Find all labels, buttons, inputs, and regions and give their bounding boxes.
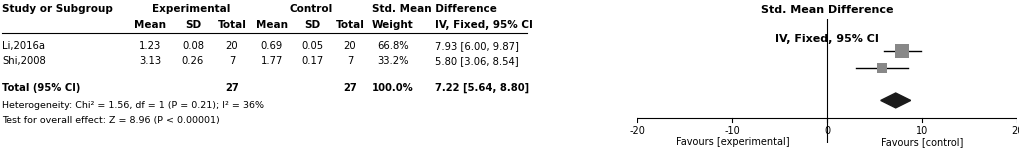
Text: SD: SD bbox=[304, 20, 320, 30]
Text: 7: 7 bbox=[346, 56, 353, 66]
Text: Heterogeneity: Chi² = 1.56, df = 1 (P = 0.21); I² = 36%: Heterogeneity: Chi² = 1.56, df = 1 (P = … bbox=[2, 100, 264, 109]
Text: 7.93 [6.00, 9.87]: 7.93 [6.00, 9.87] bbox=[434, 41, 519, 51]
Text: Study or Subgroup: Study or Subgroup bbox=[2, 4, 113, 14]
Text: Std. Mean Difference: Std. Mean Difference bbox=[760, 5, 893, 15]
Text: Test for overall effect: Z = 8.96 (P < 0.00001): Test for overall effect: Z = 8.96 (P < 0… bbox=[2, 115, 219, 124]
Text: 0: 0 bbox=[823, 126, 829, 137]
Text: Mean: Mean bbox=[256, 20, 287, 30]
Text: 0.17: 0.17 bbox=[301, 56, 323, 66]
Text: Total: Total bbox=[217, 20, 247, 30]
Text: 0.05: 0.05 bbox=[301, 41, 323, 51]
Text: Total: Total bbox=[335, 20, 364, 30]
Point bbox=[894, 50, 910, 52]
Text: Std. Mean Difference: Std. Mean Difference bbox=[372, 4, 496, 14]
Text: 66.8%: 66.8% bbox=[377, 41, 409, 51]
Text: 1.77: 1.77 bbox=[261, 56, 283, 66]
Text: 0.69: 0.69 bbox=[261, 41, 283, 51]
Text: 7: 7 bbox=[228, 56, 235, 66]
Text: Experimental: Experimental bbox=[152, 4, 230, 14]
Text: Control: Control bbox=[289, 4, 332, 14]
Text: 20: 20 bbox=[225, 41, 238, 51]
Text: 1.23: 1.23 bbox=[139, 41, 161, 51]
Text: 3.13: 3.13 bbox=[139, 56, 161, 66]
Text: Favours [experimental]: Favours [experimental] bbox=[675, 137, 789, 147]
Text: Weight: Weight bbox=[372, 20, 414, 30]
Text: Shi,2008: Shi,2008 bbox=[2, 56, 46, 66]
Text: Mean: Mean bbox=[133, 20, 166, 30]
Text: 7.22 [5.64, 8.80]: 7.22 [5.64, 8.80] bbox=[434, 83, 529, 93]
Text: 5.80 [3.06, 8.54]: 5.80 [3.06, 8.54] bbox=[434, 56, 518, 66]
Polygon shape bbox=[879, 93, 910, 108]
Point bbox=[873, 67, 890, 69]
Text: 20: 20 bbox=[343, 41, 356, 51]
Text: SD: SD bbox=[184, 20, 201, 30]
Text: 27: 27 bbox=[225, 83, 238, 93]
Text: 10: 10 bbox=[915, 126, 927, 137]
Text: -10: -10 bbox=[723, 126, 740, 137]
Text: 33.2%: 33.2% bbox=[377, 56, 409, 66]
Text: 27: 27 bbox=[342, 83, 357, 93]
Text: 0.08: 0.08 bbox=[181, 41, 204, 51]
Text: Favours [control]: Favours [control] bbox=[880, 137, 962, 147]
Text: 100.0%: 100.0% bbox=[372, 83, 414, 93]
Text: 20: 20 bbox=[1010, 126, 1019, 137]
Text: Li,2016a: Li,2016a bbox=[2, 41, 45, 51]
Text: 0.26: 0.26 bbox=[181, 56, 204, 66]
Text: IV, Fixed, 95% CI: IV, Fixed, 95% CI bbox=[434, 20, 532, 30]
Text: -20: -20 bbox=[629, 126, 645, 137]
Text: Total (95% CI): Total (95% CI) bbox=[2, 83, 81, 93]
Text: IV, Fixed, 95% CI: IV, Fixed, 95% CI bbox=[774, 34, 878, 44]
